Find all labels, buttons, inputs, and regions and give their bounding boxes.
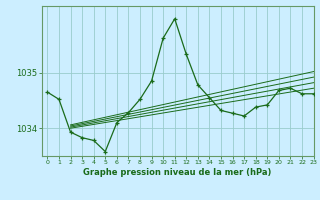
X-axis label: Graphe pression niveau de la mer (hPa): Graphe pression niveau de la mer (hPa) — [84, 168, 272, 177]
